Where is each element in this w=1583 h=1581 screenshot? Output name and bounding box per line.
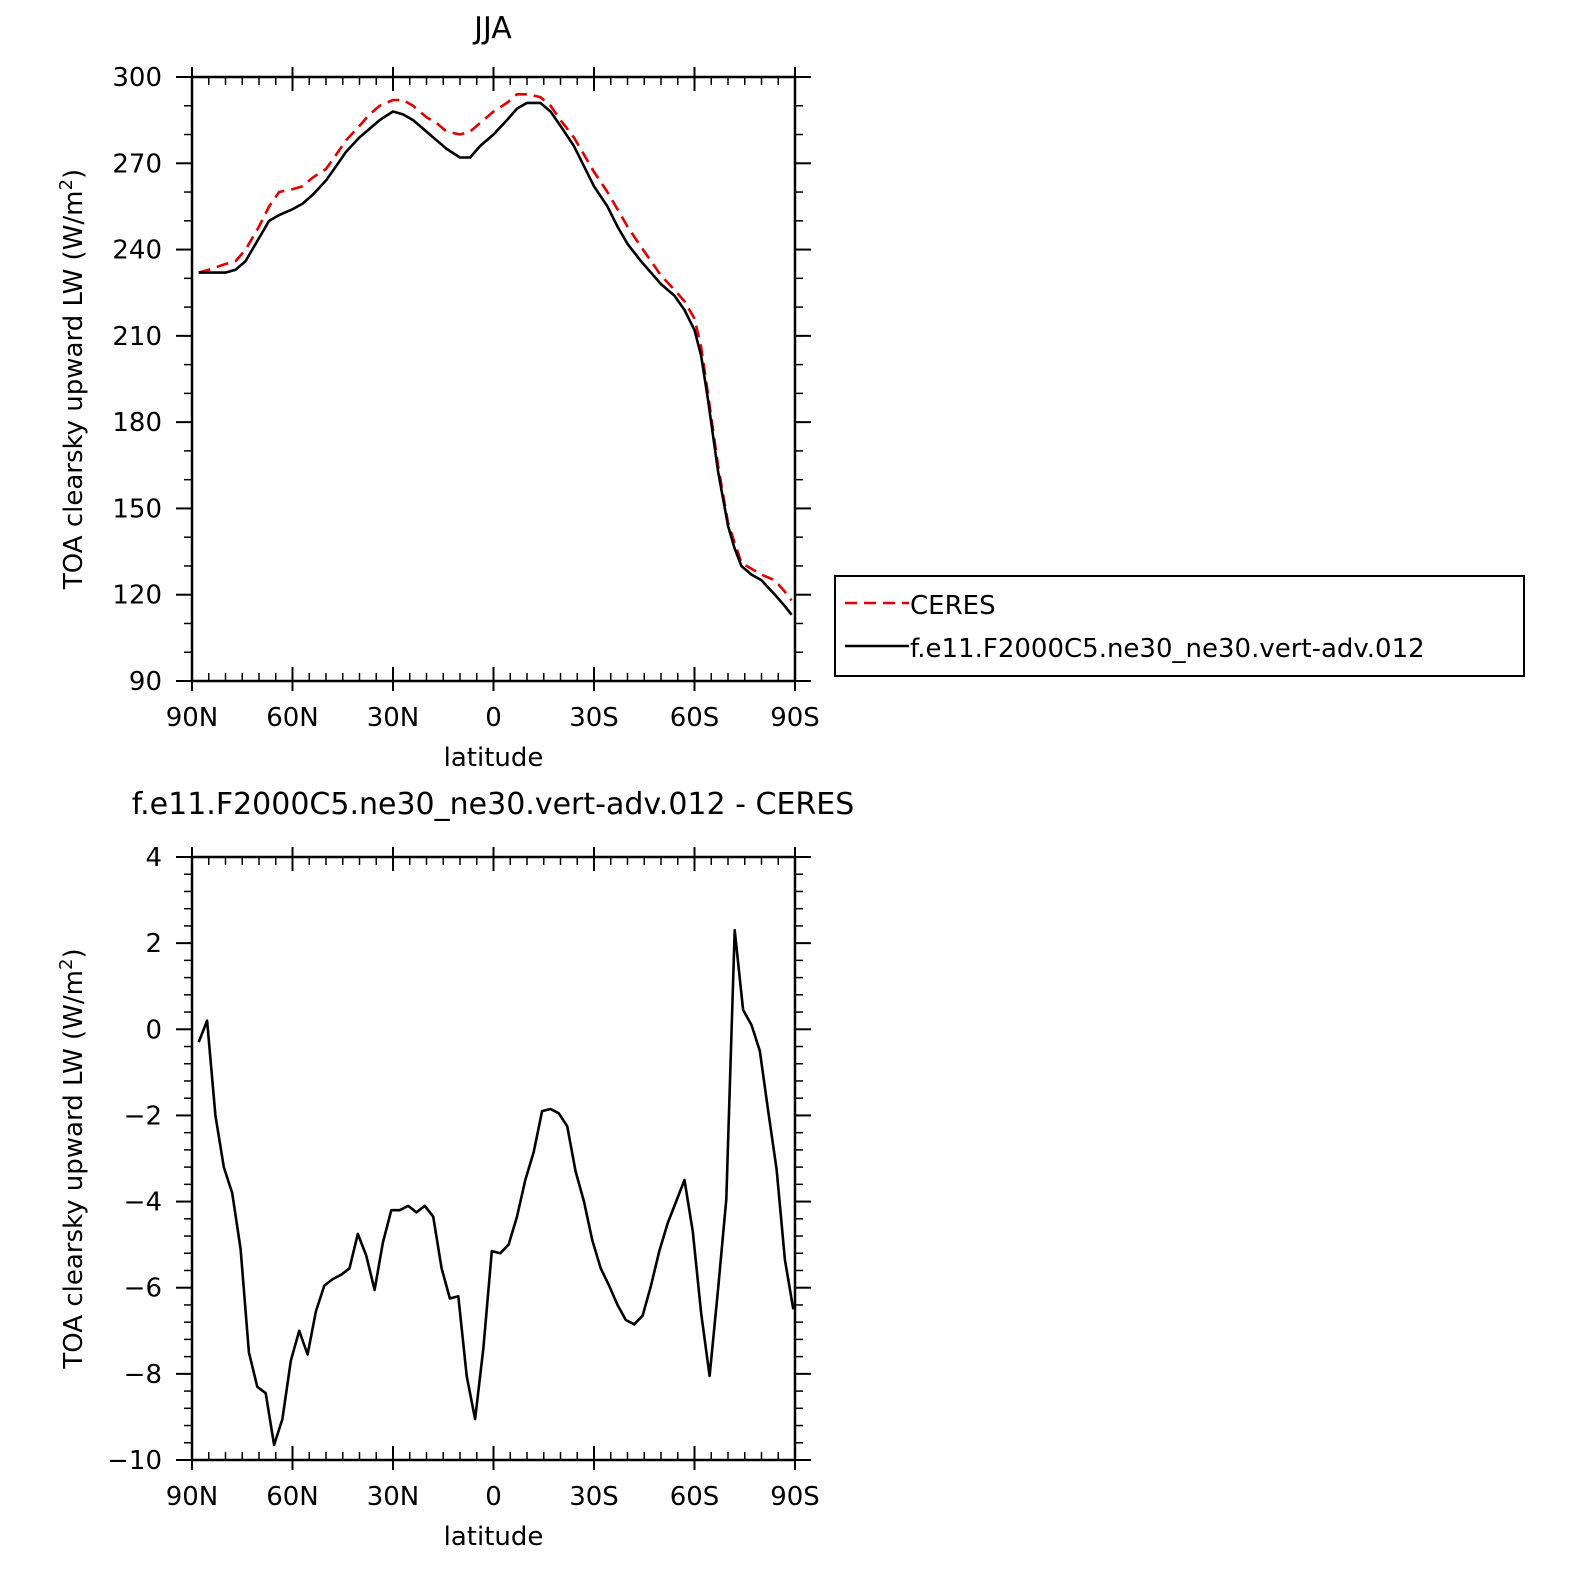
plot-title: f.e11.F2000C5.ne30_ne30.vert-adv.012 - C… (132, 787, 855, 822)
y-axis-title-main: TOA clearsky upward LW (W/m (59, 970, 89, 1370)
series-line-1 (198, 101, 793, 616)
y-tick-label: 240 (112, 236, 162, 266)
x-tick-label: 0 (485, 1482, 502, 1512)
bottom-panel: f.e11.F2000C5.ne30_ne30.vert-adv.012 - C… (56, 787, 854, 1552)
x-tick-label: 0 (485, 703, 502, 733)
y-tick-label: 180 (112, 408, 162, 438)
legend-box (834, 575, 1525, 677)
x-tick-label: 90N (166, 1482, 219, 1512)
y-tick-label: 150 (112, 494, 162, 524)
y-tick-label: 120 (112, 581, 162, 611)
x-tick-label: 60N (266, 1482, 319, 1512)
y-tick-label: −8 (124, 1360, 162, 1390)
x-tick-label: 90S (770, 1482, 820, 1512)
y-tick-label: 300 (112, 63, 162, 93)
y-axis-title-sup: 2 (56, 959, 77, 970)
series-line-0 (197, 928, 795, 1447)
y-tick-label: 4 (145, 843, 162, 873)
y-tick-label: 90 (129, 667, 162, 697)
x-axis-title: latitude (444, 743, 544, 773)
y-tick-label: −6 (124, 1274, 162, 1304)
x-tick-label: 90S (770, 703, 820, 733)
y-tick-label: −2 (124, 1101, 162, 1131)
legend: CERES f.e11.F2000C5.ne30_ne30.vert-adv.01… (834, 575, 1525, 677)
x-axis-title: latitude (444, 1522, 544, 1552)
y-axis-title-close: ) (59, 169, 89, 179)
plot-frame (190, 855, 797, 1462)
y-tick-label: −4 (124, 1188, 162, 1218)
y-axis-title-sup: 2 (56, 179, 77, 190)
y-axis-title: TOA clearsky upward LW (W/m2) (56, 948, 89, 1369)
y-tick-label: 2 (145, 929, 162, 959)
y-tick-label: 270 (112, 149, 162, 179)
legend-label-1: f.e11.F2000C5.ne30_ne30.vert-adv.012 (910, 634, 1425, 664)
x-tick-label: 60S (670, 1482, 720, 1512)
y-tick-label: 0 (145, 1015, 162, 1045)
series-line-0 (198, 93, 793, 602)
x-tick-label: 30N (367, 1482, 420, 1512)
y-axis-title-close: ) (59, 948, 89, 958)
x-tick-label: 60S (670, 703, 720, 733)
plot-title: JJA (472, 11, 512, 46)
legend-label-0: CERES (910, 591, 996, 621)
top-panel: JJA 90N 60N 30N 0 30S 60S 90S 90 120 150 180 210 240 2… (56, 11, 820, 773)
x-tick-label: 30N (367, 703, 420, 733)
x-tick-label: 60N (266, 703, 319, 733)
y-axis-title-main: TOA clearsky upward LW (W/m (59, 191, 89, 591)
y-axis-title: TOA clearsky upward LW (W/m2) (56, 169, 89, 590)
x-tick-label: 30S (569, 703, 619, 733)
x-tick-label: 90N (166, 703, 219, 733)
y-tick-label: 210 (112, 322, 162, 352)
x-tick-label: 30S (569, 1482, 619, 1512)
y-tick-label: −10 (107, 1446, 162, 1476)
